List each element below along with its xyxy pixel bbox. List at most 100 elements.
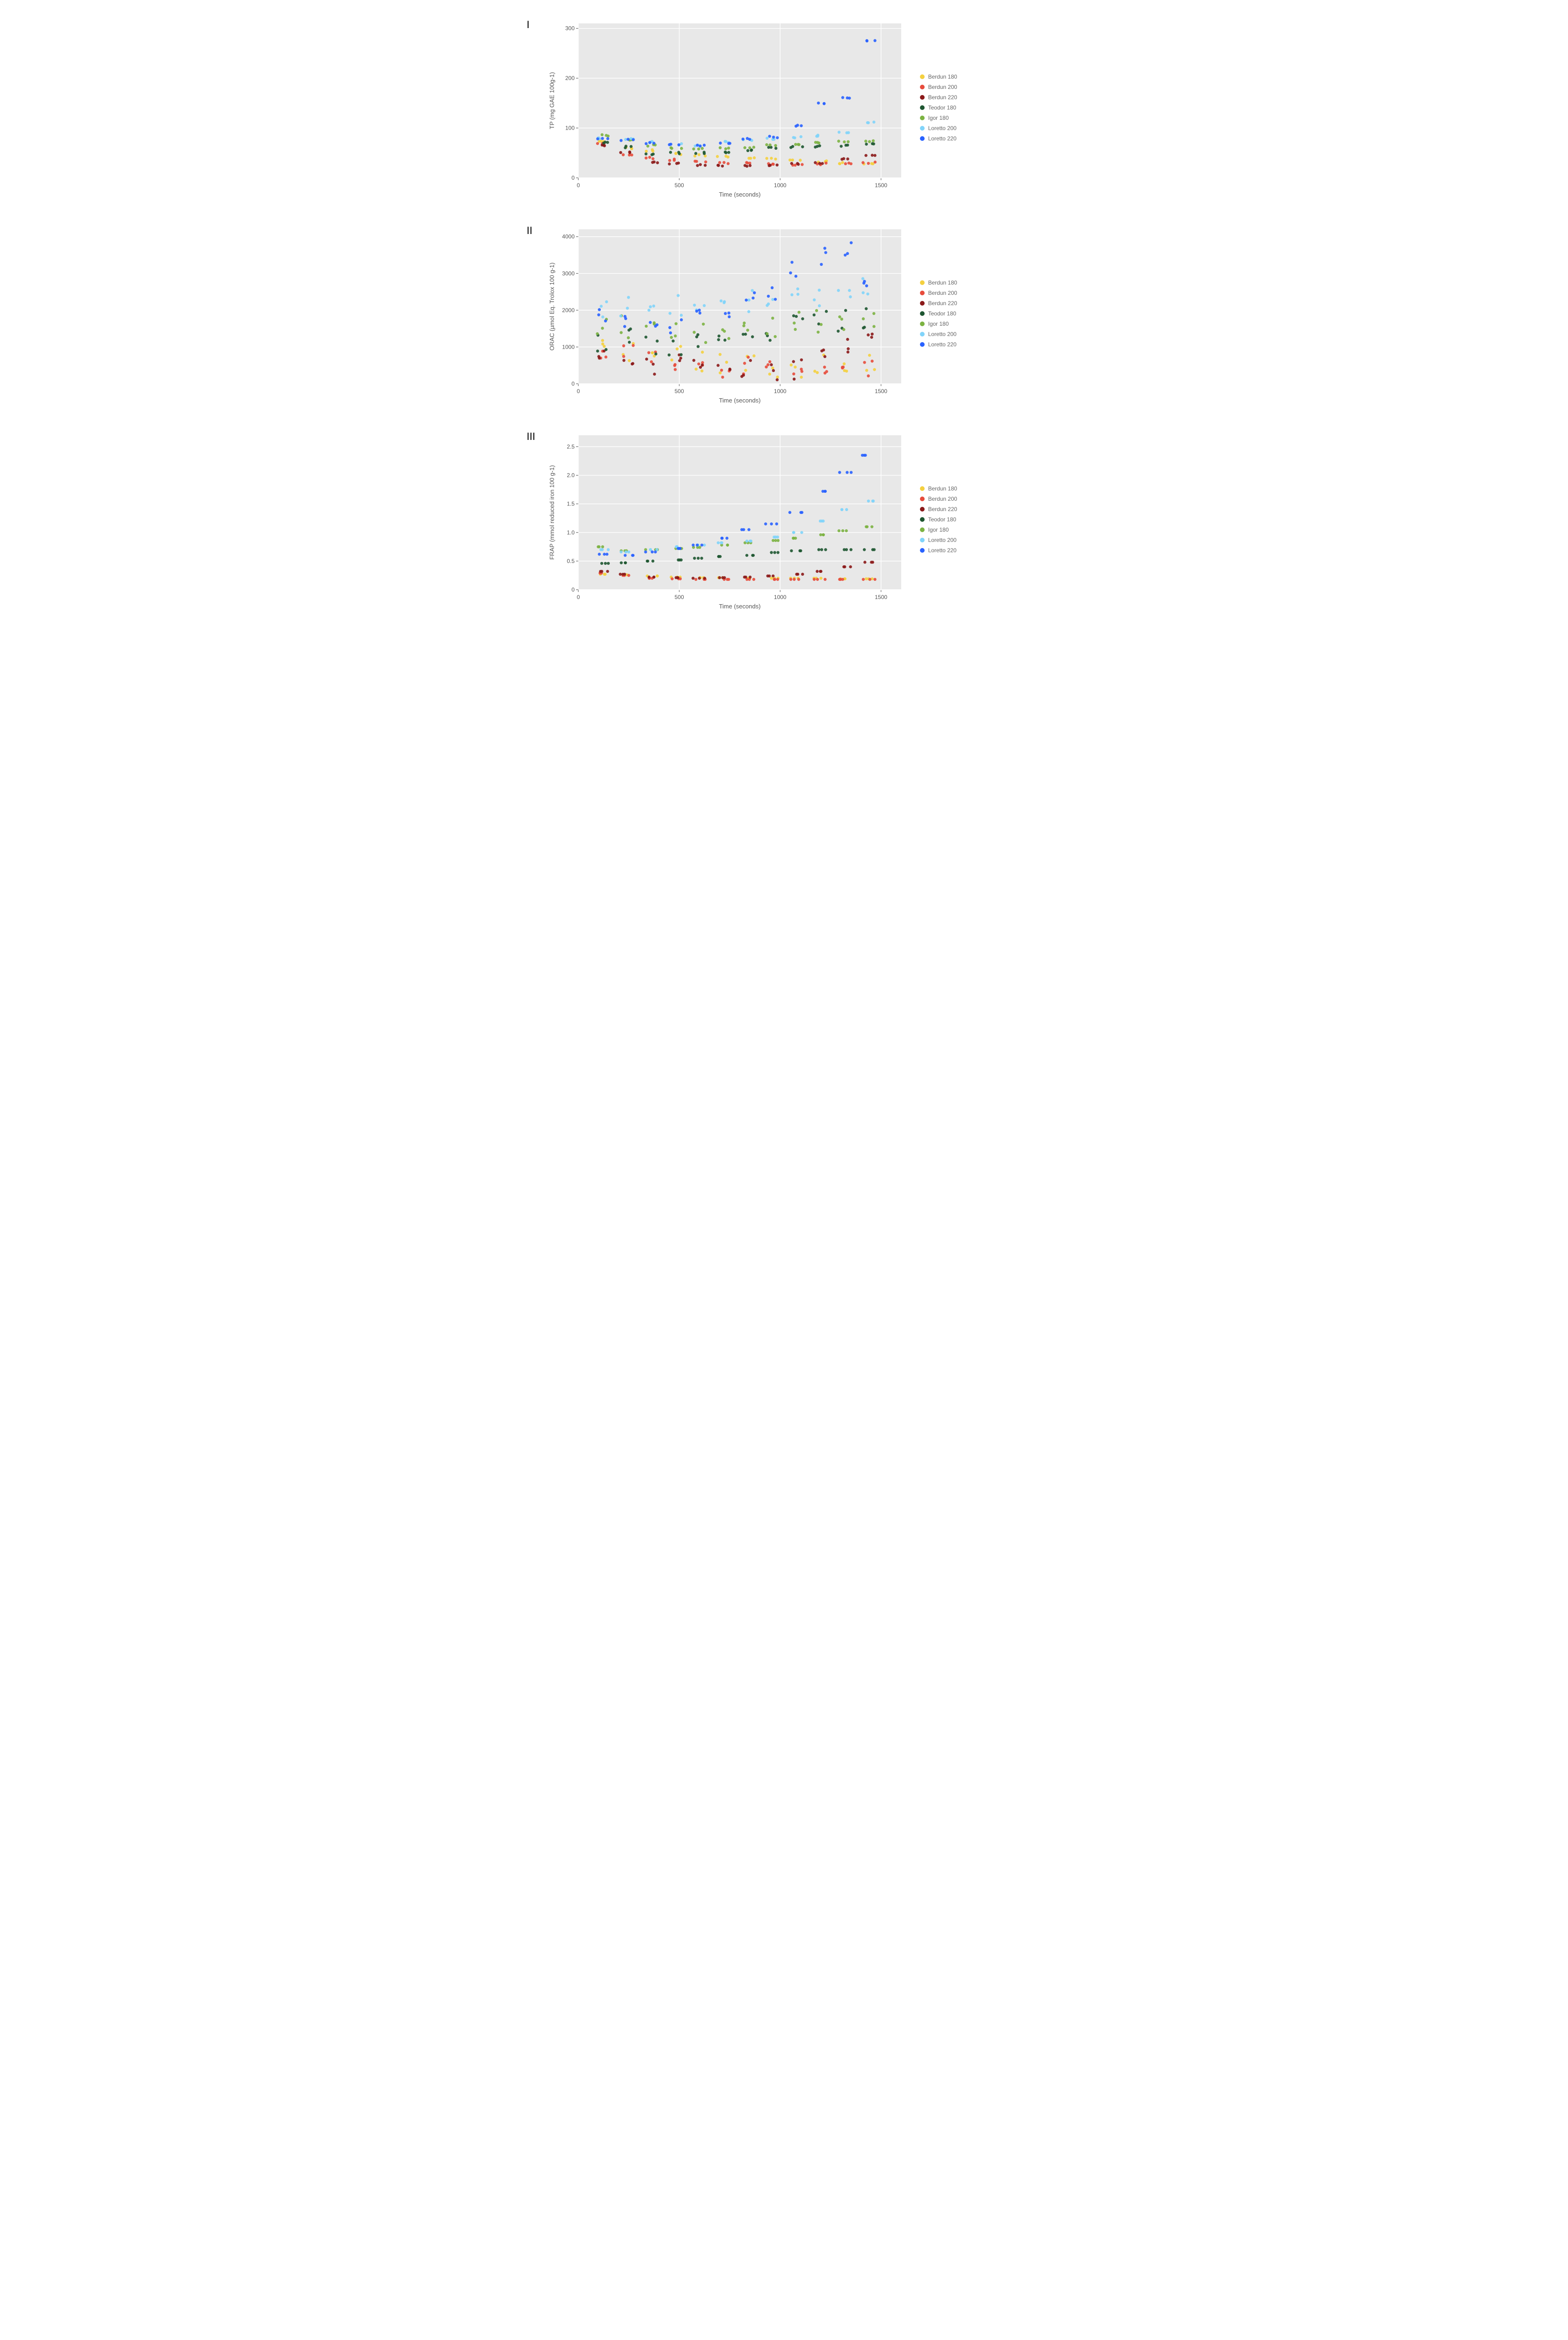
data-point xyxy=(700,369,703,372)
data-point xyxy=(868,354,871,357)
data-point xyxy=(846,157,849,160)
data-point xyxy=(601,327,604,329)
legend-label: Loretto 220 xyxy=(928,135,957,142)
data-point xyxy=(841,366,844,368)
data-point xyxy=(646,145,649,147)
data-point xyxy=(651,560,654,563)
data-point xyxy=(871,499,874,502)
data-point xyxy=(772,574,774,577)
data-point xyxy=(790,162,793,165)
data-point xyxy=(632,138,634,141)
data-point xyxy=(861,578,864,581)
data-point xyxy=(722,161,725,164)
legend-label: Berdun 180 xyxy=(928,73,957,80)
legend-label: Berdun 200 xyxy=(928,290,957,296)
data-point xyxy=(656,340,658,343)
data-point xyxy=(649,321,651,324)
data-point xyxy=(849,295,852,298)
data-point xyxy=(745,554,748,556)
data-point xyxy=(846,140,849,143)
data-point xyxy=(698,577,700,579)
data-point xyxy=(775,163,778,166)
data-point xyxy=(726,543,729,546)
data-point xyxy=(864,154,867,157)
data-point xyxy=(795,315,797,318)
y-axis-label: TP (mg GAE 100g-1) xyxy=(548,72,555,129)
data-point xyxy=(873,39,876,42)
data-point xyxy=(770,363,773,366)
x-tick-label: 500 xyxy=(674,388,684,395)
y-tick-label: 100 xyxy=(565,125,574,132)
data-point xyxy=(724,155,727,158)
data-point xyxy=(719,300,722,302)
data-point xyxy=(604,356,607,358)
data-point xyxy=(717,338,720,341)
data-point xyxy=(605,300,608,303)
data-point xyxy=(764,522,767,525)
data-point xyxy=(848,289,851,292)
data-point xyxy=(717,164,720,167)
data-point xyxy=(746,329,749,331)
data-point xyxy=(818,162,821,165)
data-point xyxy=(622,359,625,362)
data-point xyxy=(699,163,701,166)
data-point xyxy=(692,147,695,150)
data-point xyxy=(619,573,621,576)
data-point xyxy=(720,369,722,372)
data-point xyxy=(671,339,674,342)
data-point xyxy=(825,370,828,373)
data-point xyxy=(677,547,679,550)
data-point xyxy=(677,143,680,146)
legend-swatch xyxy=(920,95,925,100)
data-point xyxy=(679,314,682,316)
data-point xyxy=(751,554,754,556)
data-point xyxy=(679,318,682,321)
data-point xyxy=(773,578,776,581)
data-point xyxy=(601,545,604,548)
data-point xyxy=(629,145,632,148)
data-point xyxy=(873,154,876,157)
data-point xyxy=(746,149,749,152)
legend-item: Loretto 220 xyxy=(920,135,957,142)
data-point xyxy=(800,124,802,127)
data-point xyxy=(794,275,797,278)
legend-label: Berdun 220 xyxy=(928,506,957,512)
legend-label: Loretto 200 xyxy=(928,331,957,337)
data-point xyxy=(677,294,679,297)
legend-label: Loretto 200 xyxy=(928,537,957,543)
panel-label: III xyxy=(527,426,546,443)
data-point xyxy=(749,359,751,362)
data-point xyxy=(751,335,753,338)
data-point xyxy=(842,328,845,331)
data-point xyxy=(863,561,866,563)
data-point xyxy=(628,151,631,154)
data-point xyxy=(629,328,632,330)
data-point xyxy=(768,360,771,363)
data-point xyxy=(747,528,750,531)
x-tick-label: 1000 xyxy=(773,388,786,395)
data-point xyxy=(801,573,803,576)
data-point xyxy=(771,298,774,301)
data-point xyxy=(679,558,682,561)
legend-swatch xyxy=(920,280,925,285)
data-point xyxy=(627,550,630,553)
data-point xyxy=(842,362,845,365)
data-point xyxy=(791,159,794,161)
data-point xyxy=(872,312,875,315)
data-point xyxy=(790,549,793,552)
data-point xyxy=(801,145,803,148)
data-point xyxy=(603,553,605,556)
data-point xyxy=(622,355,625,358)
data-point xyxy=(601,315,604,318)
data-point xyxy=(717,335,720,337)
legend-swatch xyxy=(920,332,925,336)
data-point xyxy=(645,358,648,360)
data-point xyxy=(792,373,795,375)
data-point xyxy=(598,553,600,556)
data-point xyxy=(820,263,823,266)
data-point xyxy=(654,550,656,553)
data-point xyxy=(765,143,768,146)
data-point xyxy=(627,336,629,339)
data-point xyxy=(846,338,849,341)
data-point xyxy=(696,557,699,560)
